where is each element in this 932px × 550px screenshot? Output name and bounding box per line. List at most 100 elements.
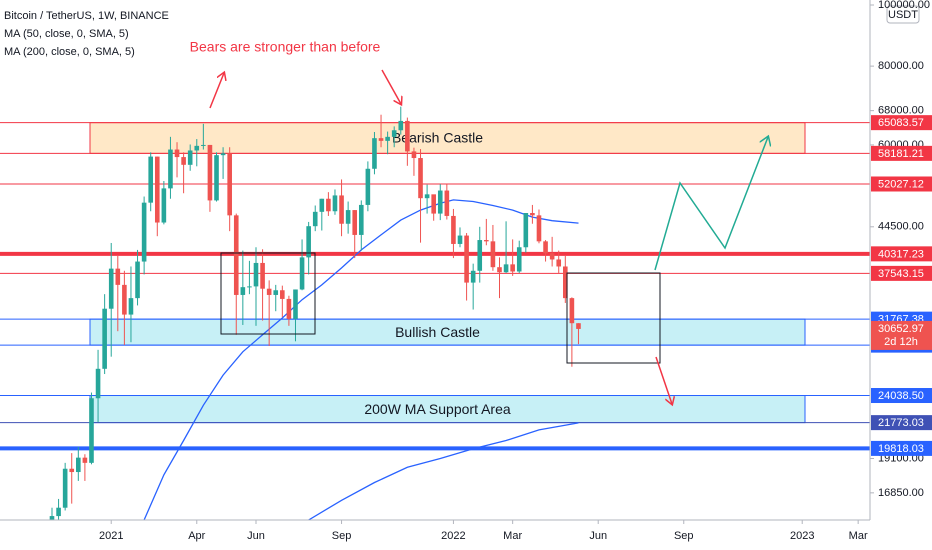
annotation: Bears are stronger than before [190, 39, 381, 55]
legend: Bitcoin / TetherUS, 1W, BINANCE MA (50, … [4, 10, 381, 58]
candle-body [187, 150, 193, 165]
candle-body [214, 155, 219, 201]
x-tick-label: 2023 [790, 530, 814, 542]
current-price-box [871, 320, 932, 350]
level-price-box [871, 176, 932, 192]
candle-body [477, 240, 483, 271]
level-price-label: 52027.12 [878, 178, 924, 190]
legend-entry[interactable]: MA (200, close, 0, SMA, 5) [4, 46, 135, 58]
candle-body [220, 153, 226, 156]
candle-body [437, 190, 443, 214]
candle-body [122, 284, 127, 315]
candle-body [549, 253, 555, 260]
x-tick-label: Apr [188, 530, 205, 542]
candle-body [457, 235, 463, 244]
candle-body [530, 213, 535, 216]
candle-body [444, 190, 450, 216]
level-price-label: 40317.23 [878, 248, 924, 260]
candle-body [266, 288, 272, 295]
zone-label: Bearish Castle [392, 130, 483, 146]
candle-body [95, 368, 101, 399]
level-price-box [871, 115, 932, 131]
arrow [655, 356, 672, 404]
candle-body [484, 240, 489, 242]
candle-body [431, 194, 436, 214]
candle-body [62, 468, 68, 508]
ma-line [308, 422, 579, 520]
current-price: 30652.97 [878, 323, 924, 335]
candle-body [194, 145, 200, 151]
candle-body [358, 204, 364, 235]
candle-body [339, 195, 344, 224]
candle-body [556, 259, 562, 267]
arrow [381, 69, 401, 104]
level-price-label: 21773.03 [878, 417, 924, 429]
candle-body [411, 151, 417, 159]
y-tick-label: 80000.00 [878, 60, 924, 72]
candle-body [207, 144, 213, 201]
candle-body [115, 268, 121, 285]
candle-body [273, 290, 279, 295]
candle-body [398, 120, 404, 131]
zone [89, 318, 806, 346]
candle-body [372, 138, 377, 169]
currency: USDT [888, 9, 918, 21]
y-tick-label: 44500.00 [878, 221, 924, 233]
y-tick-label: 68000.00 [878, 105, 924, 117]
level-price-box [871, 388, 932, 404]
candle-body [510, 264, 515, 272]
candle-body [141, 202, 147, 262]
candle-body [233, 215, 239, 295]
candle-body [253, 262, 259, 287]
candle-body [385, 136, 390, 141]
candle-body [108, 268, 114, 309]
x-tick-label: 2022 [441, 530, 465, 542]
candle-body [174, 149, 180, 158]
x-tick-label: Sep [674, 530, 694, 542]
projection-path [654, 137, 768, 271]
candle-body [497, 267, 502, 273]
candle-body [365, 168, 371, 205]
candle-body [82, 457, 88, 463]
candle-body [562, 266, 568, 299]
level-price-box [871, 415, 932, 431]
candle-body [470, 270, 476, 283]
candle-body [405, 120, 410, 152]
legend-entry[interactable]: MA (50, close, 0, SMA, 5) [4, 28, 129, 40]
candle-body [240, 287, 246, 295]
candle-body [516, 247, 522, 272]
candle-body [128, 298, 134, 315]
candle-body [293, 289, 298, 319]
candle-body [247, 286, 252, 288]
level-price-label: 37543.15 [878, 268, 924, 280]
candle-body [280, 290, 285, 299]
candle-body [148, 156, 154, 203]
x-tick-label: Mar [849, 530, 868, 542]
candle-body [332, 195, 338, 212]
x-tick-label: Jun [247, 530, 265, 542]
x-tick-label: Sep [332, 530, 352, 542]
candle-body [451, 215, 456, 244]
y-tick-label: 100000.00 [878, 0, 930, 11]
candle-body [260, 262, 265, 289]
candle-body [227, 153, 232, 216]
candle-body [319, 198, 325, 212]
level-price-label: 19818.03 [878, 443, 924, 455]
candle-body [503, 264, 509, 273]
x-tick-label: Mar [503, 530, 522, 542]
candle-body [378, 138, 384, 141]
candle-body [286, 298, 292, 319]
currency-badge[interactable] [886, 5, 920, 24]
candle-body [345, 210, 351, 224]
candle-body [56, 507, 61, 517]
candle-body [536, 215, 542, 242]
candle-body [168, 149, 173, 189]
level-price-label: 24038.50 [878, 390, 924, 402]
candle-body [418, 158, 423, 199]
candle-body [306, 226, 311, 258]
candle-body [543, 241, 548, 254]
countdown: 2d 12h [884, 336, 918, 348]
candle-body [569, 298, 575, 324]
